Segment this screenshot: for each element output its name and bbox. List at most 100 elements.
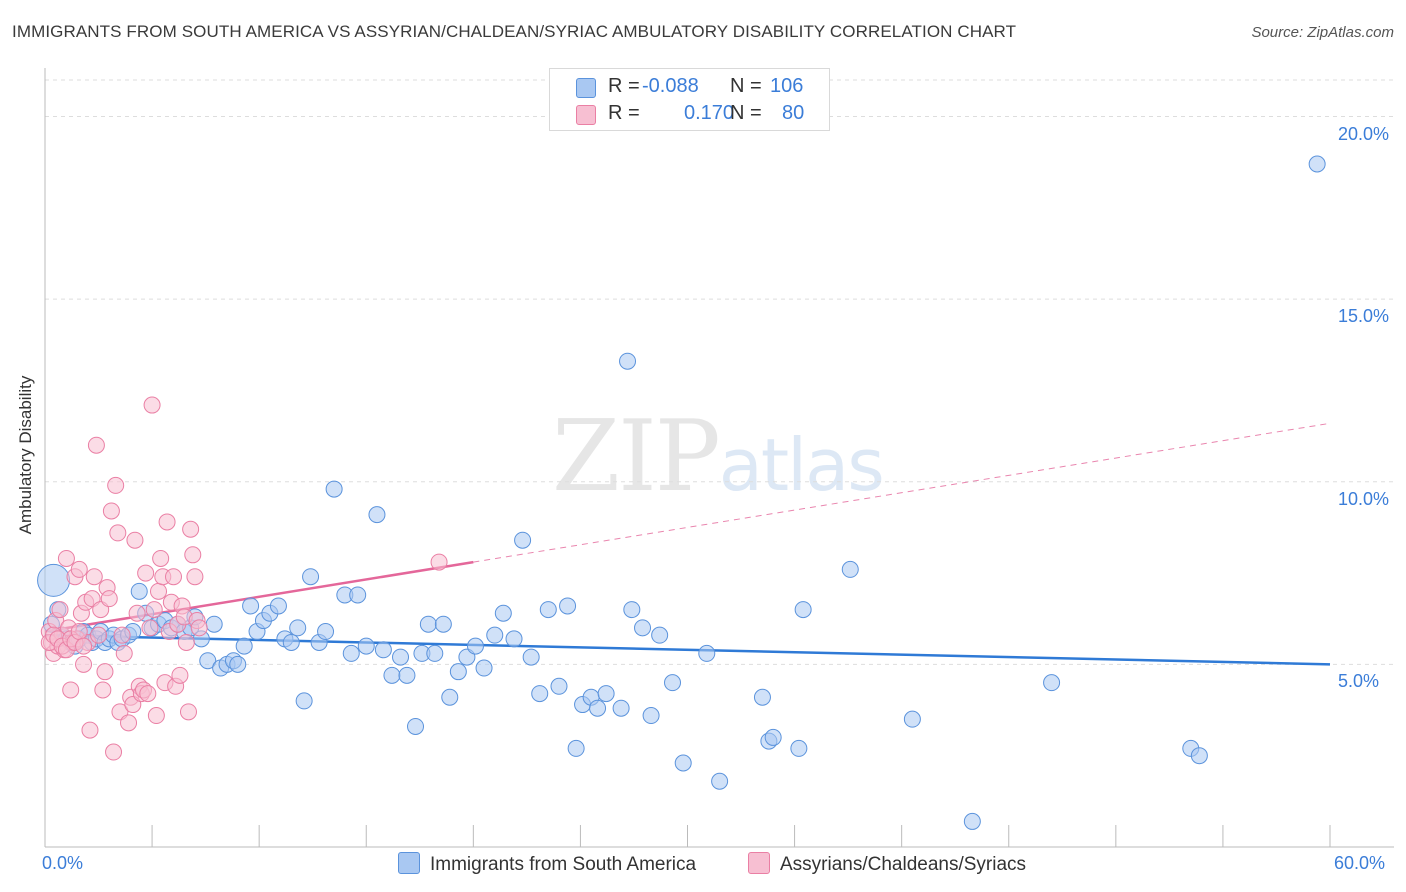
legend-r-value: -0.088 xyxy=(642,75,699,97)
watermark-atlas: atlas xyxy=(718,423,885,507)
data-point-assyrians xyxy=(62,681,80,699)
trendline-assyrians xyxy=(44,560,474,633)
data-point-assyrians xyxy=(145,601,163,619)
data-point-south-america xyxy=(325,480,343,498)
data-point-south-america xyxy=(539,601,557,619)
data-point-assyrians xyxy=(109,524,127,542)
data-point-assyrians xyxy=(141,619,159,637)
data-point-assyrians xyxy=(171,666,189,684)
data-point-assyrians xyxy=(100,590,118,608)
data-point-south-america xyxy=(1308,155,1326,173)
data-point-assyrians xyxy=(70,623,88,641)
data-point-south-america xyxy=(235,637,253,655)
point-layer xyxy=(37,155,1326,830)
data-point-south-america xyxy=(1043,674,1061,692)
bottom-legend-item-south-america: Immigrants from South America xyxy=(398,852,696,876)
data-point-south-america xyxy=(302,568,320,586)
data-point-assyrians xyxy=(152,549,170,567)
legend-n-label: N = xyxy=(730,75,762,97)
data-point-assyrians xyxy=(75,637,93,655)
trendline-south-america xyxy=(44,633,1331,666)
data-point-south-america xyxy=(398,666,416,684)
data-point-assyrians xyxy=(137,564,155,582)
data-point-south-america xyxy=(434,615,452,633)
x-tick-label-min: 0.0% xyxy=(42,853,84,873)
data-point-south-america xyxy=(407,717,425,735)
data-point-south-america xyxy=(199,652,217,670)
data-point-south-america xyxy=(903,710,921,728)
data-point-assyrians xyxy=(90,626,108,644)
data-point-south-america xyxy=(674,754,692,772)
correlation-legend: R = -0.088 N = 106 R = 0.170 N = 80 xyxy=(549,68,830,131)
data-point-assyrians xyxy=(70,560,88,578)
y-tick-label: 15.0% xyxy=(1338,306,1390,327)
trendline-assyrians-extension xyxy=(473,422,1331,563)
data-point-south-america xyxy=(368,506,386,524)
data-point-south-america xyxy=(597,685,615,703)
watermark: ZIPatlas xyxy=(552,400,885,514)
data-point-assyrians xyxy=(96,663,114,681)
data-point-assyrians xyxy=(150,582,168,600)
data-point-assyrians xyxy=(182,520,200,538)
data-point-assyrians xyxy=(430,553,448,571)
data-point-south-america xyxy=(475,659,493,677)
legend-swatch-blue xyxy=(576,78,596,98)
legend-swatch-blue xyxy=(398,852,420,874)
chart-title: IMMIGRANTS FROM SOUTH AMERICA VS ASSYRIA… xyxy=(12,22,1017,41)
data-point-south-america xyxy=(634,619,652,637)
data-point-south-america xyxy=(449,663,467,681)
data-point-south-america xyxy=(531,685,549,703)
data-point-south-america xyxy=(514,531,532,549)
data-point-assyrians xyxy=(120,714,138,732)
data-point-south-america xyxy=(419,615,437,633)
legend-r-value: 0.170 xyxy=(684,102,735,124)
data-point-south-america xyxy=(1190,747,1208,765)
data-point-assyrians xyxy=(139,685,157,703)
data-point-south-america xyxy=(205,615,223,633)
data-point-south-america xyxy=(642,707,660,725)
data-point-assyrians xyxy=(126,531,144,549)
data-point-assyrians xyxy=(184,546,202,564)
legend-r-label: R = xyxy=(608,102,640,124)
data-point-south-america xyxy=(383,666,401,684)
watermark-zip: ZIP xyxy=(552,400,721,514)
data-point-south-america xyxy=(426,644,444,662)
source-credit: Source: ZipAtlas.com xyxy=(1251,24,1394,41)
data-point-south-america xyxy=(753,688,771,706)
y-tick-label: 5.0% xyxy=(1338,671,1380,692)
data-point-south-america xyxy=(841,560,859,578)
data-point-south-america xyxy=(466,637,484,655)
data-point-assyrians xyxy=(165,568,182,586)
data-point-south-america xyxy=(494,604,512,622)
data-point-assyrians xyxy=(177,633,195,651)
data-point-south-america xyxy=(623,601,641,619)
data-point-assyrians xyxy=(94,681,112,699)
legend-label: Immigrants from South America xyxy=(430,854,697,875)
data-point-assyrians xyxy=(81,721,99,739)
data-point-assyrians xyxy=(51,601,69,619)
data-point-assyrians xyxy=(87,436,105,454)
x-tick-label-max: 60.0% xyxy=(1334,853,1386,873)
data-point-assyrians xyxy=(113,626,131,644)
data-point-assyrians xyxy=(147,707,165,725)
data-point-assyrians xyxy=(85,568,103,586)
data-point-south-america xyxy=(242,597,260,615)
y-tick-label: 10.0% xyxy=(1338,488,1390,509)
y-tick-label: 20.0% xyxy=(1338,123,1390,144)
data-point-south-america xyxy=(317,623,335,641)
data-point-south-america xyxy=(790,739,808,757)
data-point-south-america xyxy=(130,582,148,600)
data-point-south-america xyxy=(794,601,812,619)
data-point-south-america xyxy=(282,633,300,651)
data-point-south-america xyxy=(698,644,716,662)
data-point-south-america xyxy=(612,699,630,717)
data-point-assyrians xyxy=(128,604,146,622)
data-point-south-america xyxy=(392,648,410,666)
axis-layer xyxy=(44,68,1394,848)
data-point-south-america xyxy=(550,677,568,695)
data-point-assyrians xyxy=(57,549,75,567)
data-point-south-america xyxy=(522,648,540,666)
data-point-south-america xyxy=(559,597,577,615)
data-point-assyrians xyxy=(75,655,93,673)
